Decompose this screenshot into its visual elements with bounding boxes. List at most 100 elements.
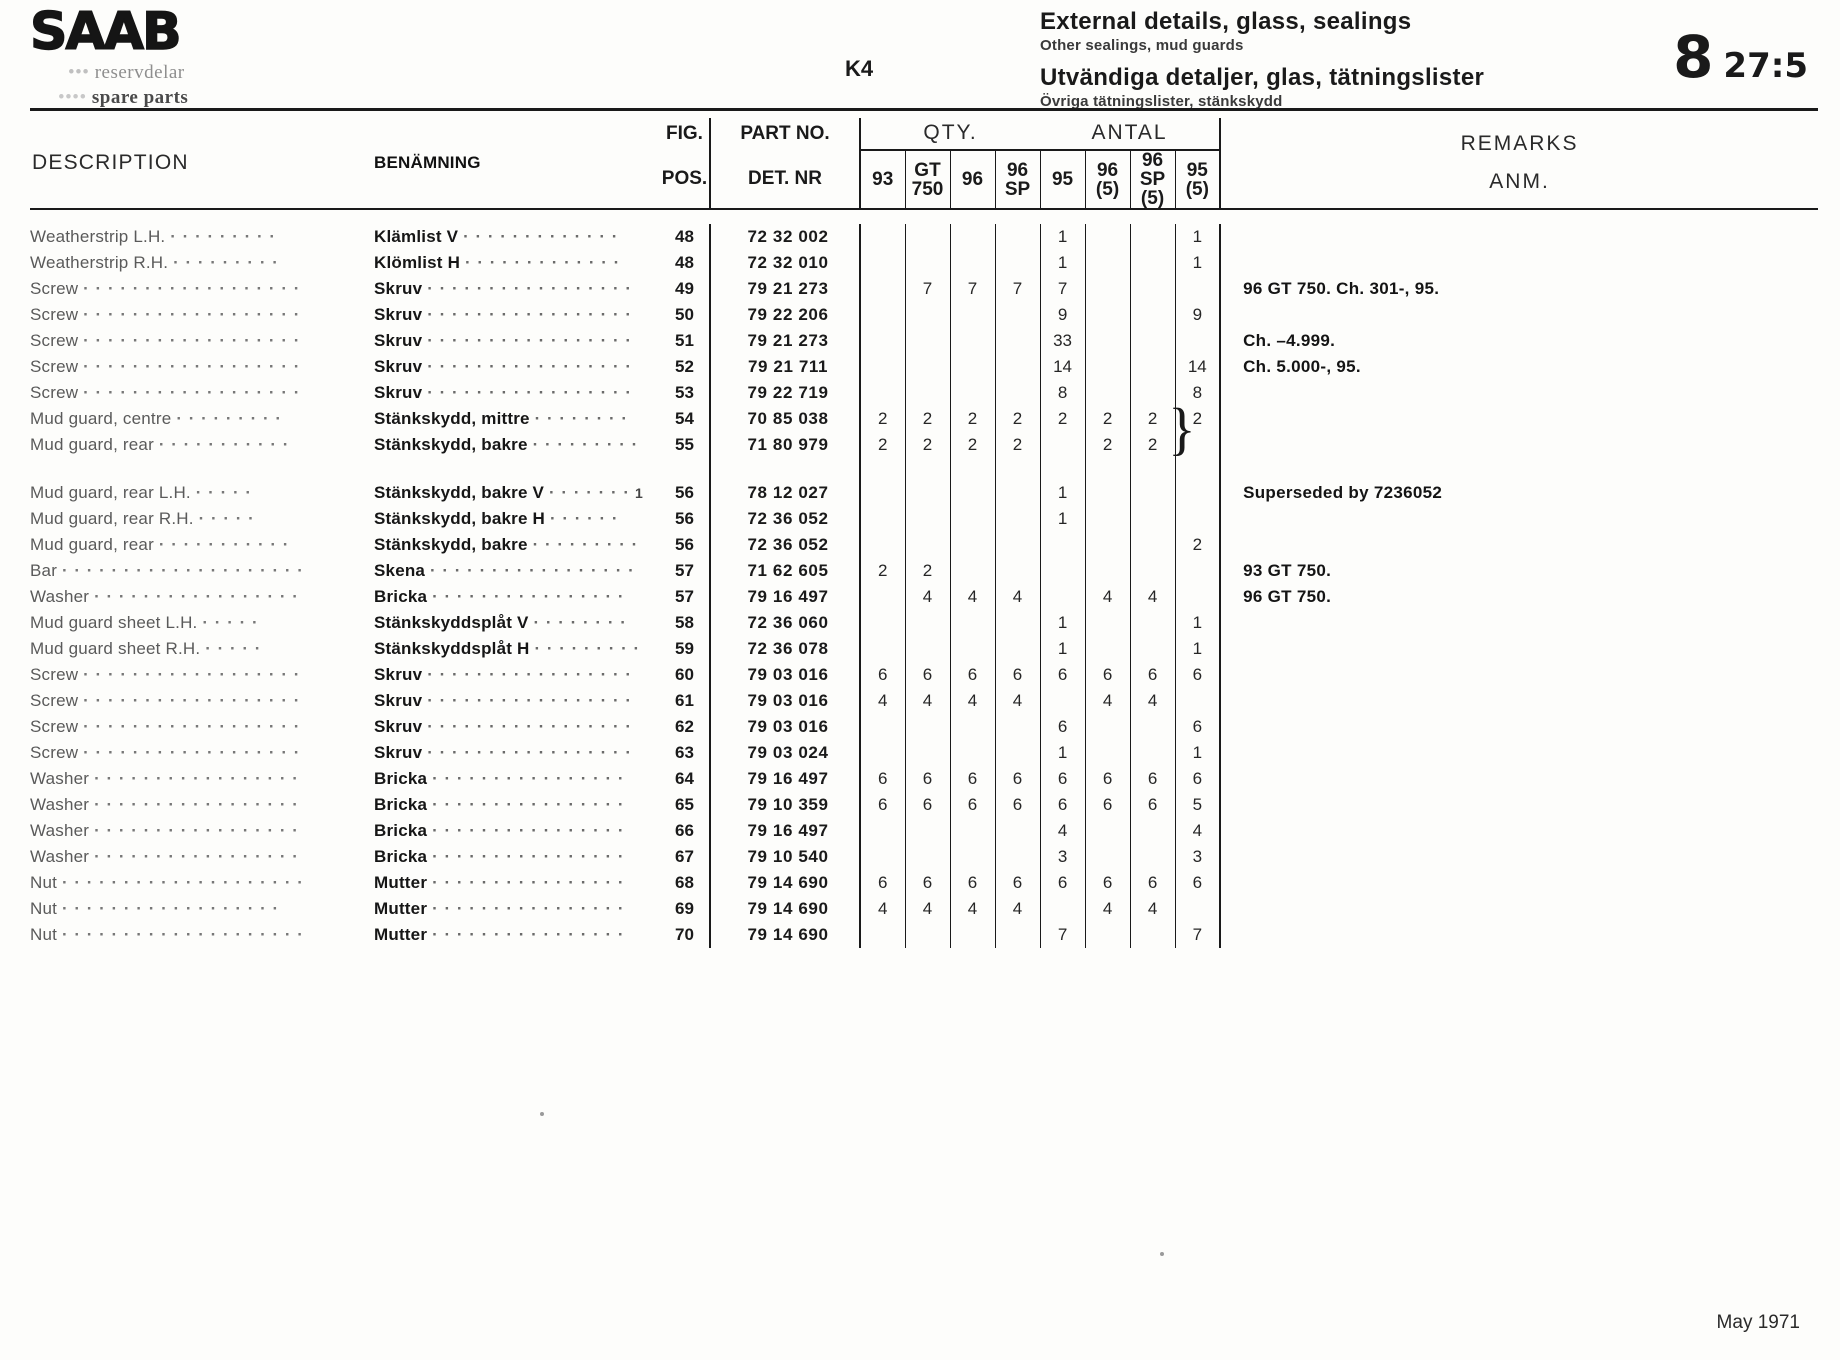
cell-fig-pos: 61 xyxy=(675,691,694,710)
cell-qty-96sp xyxy=(994,844,1041,870)
table-row[interactable]: Washer · · · · · · · · · · · · · · · · ·… xyxy=(30,584,1818,610)
cell-antal-96-5: 2 xyxy=(1084,406,1131,432)
benamning-text: Skruv xyxy=(374,357,423,376)
table-row[interactable]: Weatherstrip R.H. · · · · · · · · · Klöml… xyxy=(30,250,1818,276)
cell-fig-pos: 63 xyxy=(675,743,694,762)
cell-benamning: Skruv · · · · · · · · · · · · · · · · · xyxy=(360,688,660,714)
header-group-qty: QTY. xyxy=(858,118,1041,151)
cell-antal-95-5: 2 xyxy=(1174,532,1221,558)
spacer-remark xyxy=(1219,458,1818,480)
spacer-qty xyxy=(949,458,995,480)
cell-part-number: 72 32 010 xyxy=(709,250,860,276)
leader-dots: · · · · · · · · · · · · · · · · xyxy=(432,899,625,918)
cell-antal-96-5 xyxy=(1084,250,1131,276)
table-row[interactable]: Bar · · · · · · · · · · · · · · · · · · … xyxy=(30,558,1818,584)
cell-qty-gt750 xyxy=(904,532,950,558)
benamning-text: Stänkskydd, bakre xyxy=(374,535,528,554)
table-row[interactable]: Screw · · · · · · · · · · · · · · · · · … xyxy=(30,740,1818,766)
cell-remarks: 96 GT 750. Ch. 301-, 95. xyxy=(1219,276,1818,302)
header-qty-96-line2: 96 xyxy=(961,169,984,190)
cell-qty-96 xyxy=(949,354,995,380)
cell-benamning: Bricka · · · · · · · · · · · · · · · · xyxy=(360,792,660,818)
cell-qty-96sp xyxy=(994,480,1041,506)
table-row[interactable]: Mud guard sheet R.H. · · · · · Stänkskydd… xyxy=(30,636,1818,662)
cell-fig-pos: 52 xyxy=(675,357,694,376)
cell-qty-96sp xyxy=(994,302,1041,328)
cell-qty-gt750 xyxy=(904,302,950,328)
leader-dots: · · · · · · · · · xyxy=(532,535,639,554)
cell-remarks xyxy=(1219,740,1818,766)
cell-qty-96sp xyxy=(994,610,1041,636)
cell-antal-96-5 xyxy=(1084,506,1131,532)
cell-antal-95: 2 xyxy=(1039,406,1086,432)
cell-antal-95: 6 xyxy=(1039,714,1086,740)
title-swedish: Utvändiga detaljer, glas, tätningslister xyxy=(1040,64,1485,91)
leader-dots: · · · · · xyxy=(195,483,252,502)
cell-antal-96-5 xyxy=(1084,480,1131,506)
table-row[interactable]: Mud guard, centre · · · · · · · · · Stänk… xyxy=(30,406,1818,432)
table-row[interactable]: Washer · · · · · · · · · · · · · · · · ·… xyxy=(30,844,1818,870)
cell-antal-95 xyxy=(1039,688,1086,714)
cell-antal-95: 1 xyxy=(1039,224,1086,250)
table-row[interactable]: Screw · · · · · · · · · · · · · · · · · … xyxy=(30,662,1818,688)
table-row[interactable]: Weatherstrip L.H. · · · · · · · · · Kläml… xyxy=(30,224,1818,250)
table-row[interactable]: Screw · · · · · · · · · · · · · · · · · … xyxy=(30,380,1818,406)
table-row[interactable]: Screw · · · · · · · · · · · · · · · · · … xyxy=(30,328,1818,354)
table-row[interactable]: Nut · · · · · · · · · · · · · · · · · · … xyxy=(30,870,1818,896)
table-row[interactable]: Nut · · · · · · · · · · · · · · · · · · … xyxy=(30,922,1818,948)
cell-antal-95: 9 xyxy=(1039,302,1086,328)
cell-antal-96-5 xyxy=(1084,558,1131,584)
cell-fig-pos: 56 xyxy=(675,509,694,528)
cell-antal-95-5: 6 xyxy=(1174,766,1221,792)
cell-qty-gt750: 7 xyxy=(904,276,950,302)
table-row[interactable]: Screw · · · · · · · · · · · · · · · · · … xyxy=(30,354,1818,380)
title-english: External details, glass, sealings xyxy=(1040,8,1412,35)
cell-remarks xyxy=(1219,406,1818,432)
table-row[interactable]: Washer · · · · · · · · · · · · · · · · ·… xyxy=(30,766,1818,792)
cell-description: Screw · · · · · · · · · · · · · · · · · … xyxy=(30,328,360,354)
table-row[interactable]: Mud guard, rear R.H. · · · · · Stänkskydd… xyxy=(30,506,1818,532)
cell-part-number: 79 16 497 xyxy=(709,818,860,844)
cell-qty-96 xyxy=(949,302,995,328)
cell-antal-95 xyxy=(1039,432,1086,458)
leader-dots: · · · · · · · · · · · · · · · · · · xyxy=(83,691,301,710)
table-row[interactable]: Washer · · · · · · · · · · · · · · · · ·… xyxy=(30,792,1818,818)
cell-benamning: Bricka · · · · · · · · · · · · · · · · xyxy=(360,584,660,610)
cell-fig-pos: 67 xyxy=(675,847,694,866)
table-row[interactable]: Nut · · · · · · · · · · · · · · · · · · M… xyxy=(30,896,1818,922)
cell-qty-gt750 xyxy=(904,480,950,506)
cell-qty-96 xyxy=(949,328,995,354)
cell-benamning: Stänkskydd, mittre · · · · · · · · xyxy=(360,406,660,432)
table-row[interactable]: Screw · · · · · · · · · · · · · · · · · … xyxy=(30,302,1818,328)
cell-antal-95: 7 xyxy=(1039,276,1086,302)
table-row[interactable]: Mud guard, rear · · · · · · · · · · · Stä… xyxy=(30,432,1818,458)
header-qty-gt750-line1: GT xyxy=(914,159,941,181)
table-row[interactable]: Mud guard, rear · · · · · · · · · · · Stä… xyxy=(30,532,1818,558)
cell-description: Mud guard, rear R.H. · · · · · xyxy=(30,506,360,532)
cell-antal-95: 6 xyxy=(1039,870,1086,896)
cell-fig-pos: 54 xyxy=(675,409,694,428)
cell-part-number: 79 03 016 xyxy=(709,662,860,688)
table-row[interactable]: Washer · · · · · · · · · · · · · · · · ·… xyxy=(30,818,1818,844)
leader-dots: · · · · · · · · · · · · · · · · · xyxy=(94,769,299,788)
table-row[interactable]: Mud guard, rear L.H. · · · · · Stänkskydd… xyxy=(30,480,1818,506)
table-row[interactable]: Mud guard sheet L.H. · · · · · Stänkskydd… xyxy=(30,610,1818,636)
cell-benamning: Skruv · · · · · · · · · · · · · · · · · xyxy=(360,662,660,688)
cell-qty-96 xyxy=(949,844,995,870)
cell-part-number: 79 03 016 xyxy=(709,714,860,740)
cell-antal-96sp-5 xyxy=(1129,480,1176,506)
header-part-no: PART NO. xyxy=(709,118,860,150)
cell-description: Screw · · · · · · · · · · · · · · · · · … xyxy=(30,276,360,302)
cell-description: Mud guard sheet L.H. · · · · · xyxy=(30,610,360,636)
cell-qty-96sp xyxy=(994,354,1041,380)
table-row[interactable]: Screw · · · · · · · · · · · · · · · · · … xyxy=(30,688,1818,714)
table-row[interactable]: Screw · · · · · · · · · · · · · · · · · … xyxy=(30,714,1818,740)
benamning-text: Skruv xyxy=(374,279,423,298)
cell-part-number: 79 22 206 xyxy=(709,302,860,328)
cell-antal-95-5 xyxy=(1174,584,1221,610)
table-row[interactable]: Screw · · · · · · · · · · · · · · · · · … xyxy=(30,276,1818,302)
chassis-range-brace: } xyxy=(1168,396,1196,461)
cell-qty-96sp xyxy=(994,922,1041,948)
cell-qty-96 xyxy=(949,740,995,766)
leader-dots: · · · · · · · · · · · · · · · · · xyxy=(427,691,632,710)
